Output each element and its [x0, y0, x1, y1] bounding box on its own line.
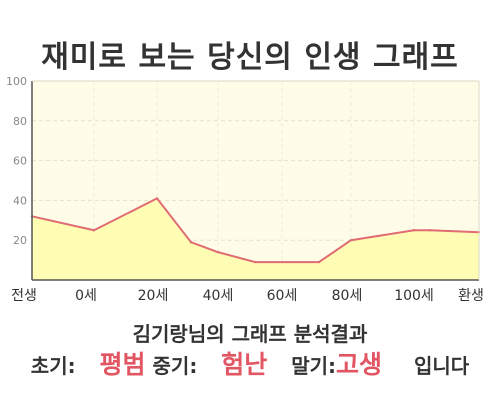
- x-tick-label: 20세: [138, 288, 169, 304]
- data-point: [317, 260, 321, 264]
- early-value: 평범: [99, 350, 146, 379]
- data-point: [428, 229, 432, 232]
- x-tick-label: 80세: [332, 288, 363, 304]
- page-title: 재미로 보는 당신의 인생 그래프: [41, 40, 459, 75]
- y-tick-label: 100: [6, 75, 27, 88]
- data-point: [155, 197, 159, 200]
- y-tick-label: 60: [13, 155, 27, 168]
- y-tick-label: 80: [13, 115, 27, 128]
- late-value: 고생: [336, 350, 383, 379]
- x-tick-label: 전생: [11, 288, 37, 304]
- y-tick-label: 40: [13, 194, 27, 207]
- early-label: 초기:: [30, 354, 76, 378]
- data-point: [92, 229, 96, 232]
- mid-label: 중기:: [152, 354, 198, 378]
- data-point: [216, 250, 220, 254]
- x-tick-label: 0세: [75, 288, 97, 304]
- analysis-subtitle: 김기랑님의 그래프 분석결과: [132, 322, 368, 346]
- y-tick-label: 20: [13, 234, 27, 247]
- data-point: [412, 229, 416, 232]
- series-area: [32, 198, 479, 280]
- late-label: 말기:: [291, 354, 337, 378]
- x-tick-label: 40세: [203, 288, 234, 304]
- data-point: [253, 260, 257, 264]
- analysis-summary: 초기: 평범 중기: 험난 말기:고생 입니다: [0, 345, 500, 381]
- x-tick-label: 60세: [267, 288, 298, 304]
- x-tick-label: 환생: [458, 288, 484, 304]
- x-tick-label: 100세: [394, 288, 434, 304]
- data-point: [349, 239, 353, 242]
- data-point: [189, 240, 193, 244]
- result-suffix: 입니다: [414, 354, 470, 378]
- mid-value: 험난: [221, 350, 268, 379]
